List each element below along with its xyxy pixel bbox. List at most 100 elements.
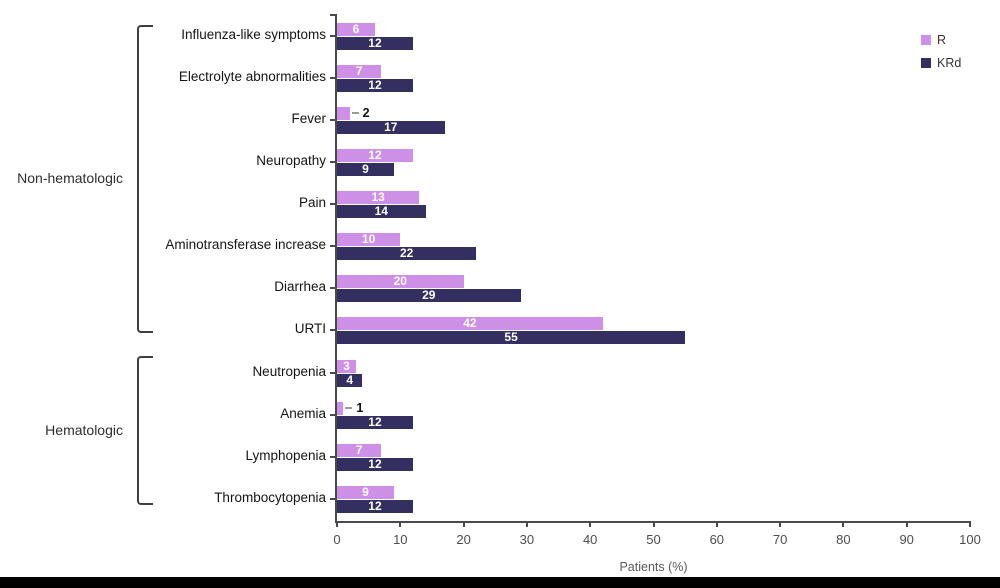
bar-krd (337, 415, 413, 429)
x-tick-label: 20 (456, 532, 471, 547)
value-label: 12 (368, 414, 382, 429)
category-label: Aminotransferase increase (165, 237, 326, 252)
bar-r (337, 401, 344, 415)
category-label: Neutropenia (252, 364, 326, 379)
x-tick-label: 0 (333, 532, 341, 547)
bottom-black-bar (0, 577, 1000, 588)
bar-krd (337, 36, 413, 50)
value-label: 7 (355, 63, 363, 78)
x-tick (525, 521, 528, 527)
x-tick-label: 30 (519, 532, 535, 547)
x-tick-label: 60 (709, 532, 725, 547)
category-label: Lymphopenia (245, 448, 326, 463)
value-leader-line (351, 112, 359, 115)
legend-swatch-r (921, 35, 931, 45)
x-tick (462, 521, 465, 527)
category-label: Neuropathy (256, 153, 326, 168)
x-tick (589, 521, 592, 527)
value-label: 2 (362, 105, 370, 120)
x-tick (715, 521, 718, 527)
bar-r (337, 274, 464, 288)
category-tick (330, 329, 335, 331)
value-label: 12 (368, 498, 382, 513)
category-label: URTI (294, 321, 326, 336)
category-tick (330, 414, 335, 416)
bar-r (337, 106, 350, 120)
x-tick-label: 40 (582, 532, 598, 547)
category-tick (330, 456, 335, 458)
bar-krd (337, 162, 394, 176)
category-label: Electrolyte abnormalities (178, 69, 326, 84)
value-label: 17 (384, 119, 398, 134)
bar-krd (337, 457, 413, 471)
group-bracket (137, 25, 153, 333)
category-label: Thrombocytopenia (214, 490, 326, 505)
value-label: 6 (352, 21, 360, 36)
bar-r (337, 316, 603, 330)
bar-r (337, 64, 382, 78)
value-label: 22 (399, 245, 414, 260)
value-label: 12 (368, 456, 382, 471)
legend: R KRd (921, 33, 961, 79)
y-axis-top-tick (330, 14, 335, 16)
group-label: Non-hematologic (17, 170, 123, 186)
x-tick-label: 50 (646, 532, 661, 547)
bar-krd (337, 246, 477, 260)
value-label: 20 (393, 273, 407, 288)
bar-r (337, 148, 413, 162)
x-tick-label: 100 (959, 532, 981, 547)
category-tick (330, 161, 335, 163)
category-tick (330, 372, 335, 374)
x-tick (779, 521, 782, 527)
x-tick (905, 521, 908, 527)
bar-r (337, 22, 375, 36)
value-label: 3 (343, 358, 350, 373)
category-label: Pain (298, 195, 326, 210)
legend-item-krd: KRd (921, 56, 961, 70)
category-tick (330, 203, 335, 205)
bar-krd (337, 373, 363, 387)
value-label: 12 (368, 147, 382, 162)
bar-r (337, 443, 382, 457)
category-label: Anemia (280, 406, 326, 421)
legend-swatch-krd (921, 58, 931, 68)
value-label: 1 (356, 400, 364, 415)
bar-krd (337, 78, 413, 92)
legend-item-r: R (921, 33, 961, 47)
value-label: 7 (355, 442, 363, 457)
value-label: 10 (361, 231, 376, 246)
x-axis-title: Patients (%) (619, 560, 688, 574)
category-label: Influenza-like symptoms (181, 27, 326, 42)
bar-krd (337, 204, 426, 218)
category-tick (330, 35, 335, 37)
group-bracket (137, 356, 153, 505)
x-tick-label: 70 (772, 532, 788, 547)
bar-r (337, 485, 394, 499)
y-axis-line (335, 14, 337, 523)
value-leader-line (345, 407, 353, 410)
value-label: 12 (368, 77, 382, 92)
value-label: 42 (463, 315, 477, 330)
x-tick (842, 521, 845, 527)
category-tick (330, 498, 335, 500)
x-tick-label: 90 (899, 532, 914, 547)
bar-krd (337, 120, 445, 134)
bar-r (337, 359, 356, 373)
value-label: 13 (371, 189, 385, 204)
category-tick (330, 287, 335, 289)
bar-krd (337, 499, 413, 513)
category-label: Fever (291, 111, 326, 126)
value-label: 9 (362, 484, 369, 499)
x-tick-label: 10 (393, 532, 408, 547)
bar-r (337, 232, 401, 246)
legend-label: KRd (937, 56, 962, 70)
bar-krd (337, 288, 521, 302)
bar-krd (337, 330, 686, 344)
x-tick (399, 521, 402, 527)
value-label: 14 (374, 203, 388, 218)
legend-label: R (937, 33, 947, 47)
category-tick (330, 245, 335, 247)
value-label: 4 (346, 372, 353, 387)
value-label: 12 (368, 35, 382, 50)
